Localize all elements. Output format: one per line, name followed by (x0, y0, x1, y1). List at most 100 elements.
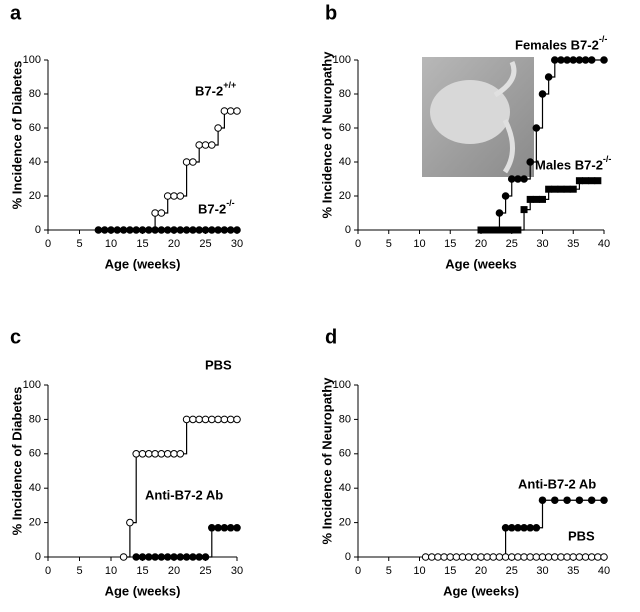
marker (145, 450, 153, 458)
marker (477, 226, 485, 234)
marker (483, 553, 491, 561)
marker (582, 177, 590, 185)
marker (132, 450, 140, 458)
marker (501, 553, 510, 561)
marker (507, 553, 516, 561)
x-tick-label: 25 (199, 238, 211, 250)
x-tick-label: 35 (567, 238, 579, 250)
series-label: Males B7-2-/- (535, 154, 611, 172)
marker (563, 56, 571, 64)
marker (507, 523, 516, 532)
marker (208, 141, 216, 149)
marker (208, 415, 216, 424)
marker (581, 553, 590, 561)
marker (575, 177, 583, 185)
marker (176, 226, 185, 234)
x-tick-label: 40 (598, 565, 610, 577)
marker (233, 226, 241, 234)
marker (551, 553, 559, 561)
x-axis-label: Age (weeks) (105, 256, 181, 271)
marker (600, 496, 608, 505)
y-tick-label: 20 (339, 517, 351, 529)
x-axis-label: Age (weeks) (105, 583, 181, 598)
panel-letter: b (325, 2, 337, 24)
marker (201, 141, 210, 149)
marker (119, 553, 128, 561)
series-label: Anti-B7-2 Ab (518, 476, 596, 491)
marker (489, 226, 497, 234)
y-tick-label: 40 (339, 482, 351, 494)
x-tick-label: 0 (355, 238, 361, 250)
marker (157, 226, 166, 234)
marker (508, 226, 516, 234)
x-tick-label: 5 (76, 565, 82, 577)
x-tick-label: 25 (506, 565, 518, 577)
marker (544, 73, 553, 81)
panel-letter: a (10, 2, 22, 24)
marker (182, 415, 191, 424)
marker (214, 226, 222, 234)
panel-letter: c (10, 326, 21, 348)
marker (220, 107, 229, 115)
y-tick-label: 60 (339, 122, 351, 134)
marker (138, 226, 147, 234)
panel: c 0 20 40 60 80 100 0 5 10 15 20 25 30 Age (weeks) % In… (9, 326, 243, 598)
marker (94, 226, 103, 234)
panel: b 0 20 40 60 80 100 0 5 10 15 20 25 30 35 40 Age (weeks%… (319, 2, 611, 271)
y-tick-label: 80 (339, 88, 351, 100)
marker (538, 496, 547, 505)
y-tick-label: 100 (23, 379, 41, 391)
marker (132, 553, 140, 561)
marker (588, 177, 596, 185)
x-tick-label: 25 (506, 238, 518, 250)
marker (163, 450, 172, 458)
marker (495, 553, 504, 561)
y-tick-label: 100 (333, 54, 351, 66)
series-line (481, 180, 598, 231)
marker (569, 185, 577, 193)
y-axis-label: % Incidence of Neuropathy (319, 51, 334, 219)
x-tick-label: 35 (567, 565, 579, 577)
marker (507, 175, 516, 183)
marker (176, 553, 185, 561)
x-tick-label: 5 (76, 238, 82, 250)
marker (119, 226, 128, 234)
marker (471, 553, 479, 561)
marker (495, 226, 503, 234)
marker (563, 553, 571, 561)
marker (233, 415, 241, 424)
marker (440, 553, 448, 561)
marker (514, 175, 522, 183)
marker (201, 415, 210, 424)
x-tick-label: 30 (536, 565, 548, 577)
marker (526, 158, 535, 166)
marker (208, 523, 216, 532)
y-tick-label: 60 (29, 122, 41, 134)
marker (220, 226, 229, 234)
marker (526, 553, 535, 561)
marker (126, 226, 134, 234)
marker (195, 553, 203, 561)
marker (538, 553, 547, 561)
marker (526, 195, 534, 203)
y-tick-label: 80 (339, 413, 351, 425)
marker (182, 158, 191, 166)
marker (514, 523, 522, 532)
marker (526, 523, 535, 532)
marker (600, 56, 608, 64)
marker (157, 209, 166, 217)
marker (532, 553, 541, 561)
marker (163, 226, 172, 234)
y-tick-label: 0 (345, 551, 351, 563)
marker (539, 195, 546, 203)
marker (214, 124, 222, 132)
marker (201, 226, 210, 234)
marker (170, 192, 178, 200)
marker (226, 415, 235, 424)
marker (189, 158, 197, 166)
marker (587, 553, 596, 561)
marker (557, 185, 565, 193)
marker (170, 450, 178, 458)
marker (544, 553, 553, 561)
